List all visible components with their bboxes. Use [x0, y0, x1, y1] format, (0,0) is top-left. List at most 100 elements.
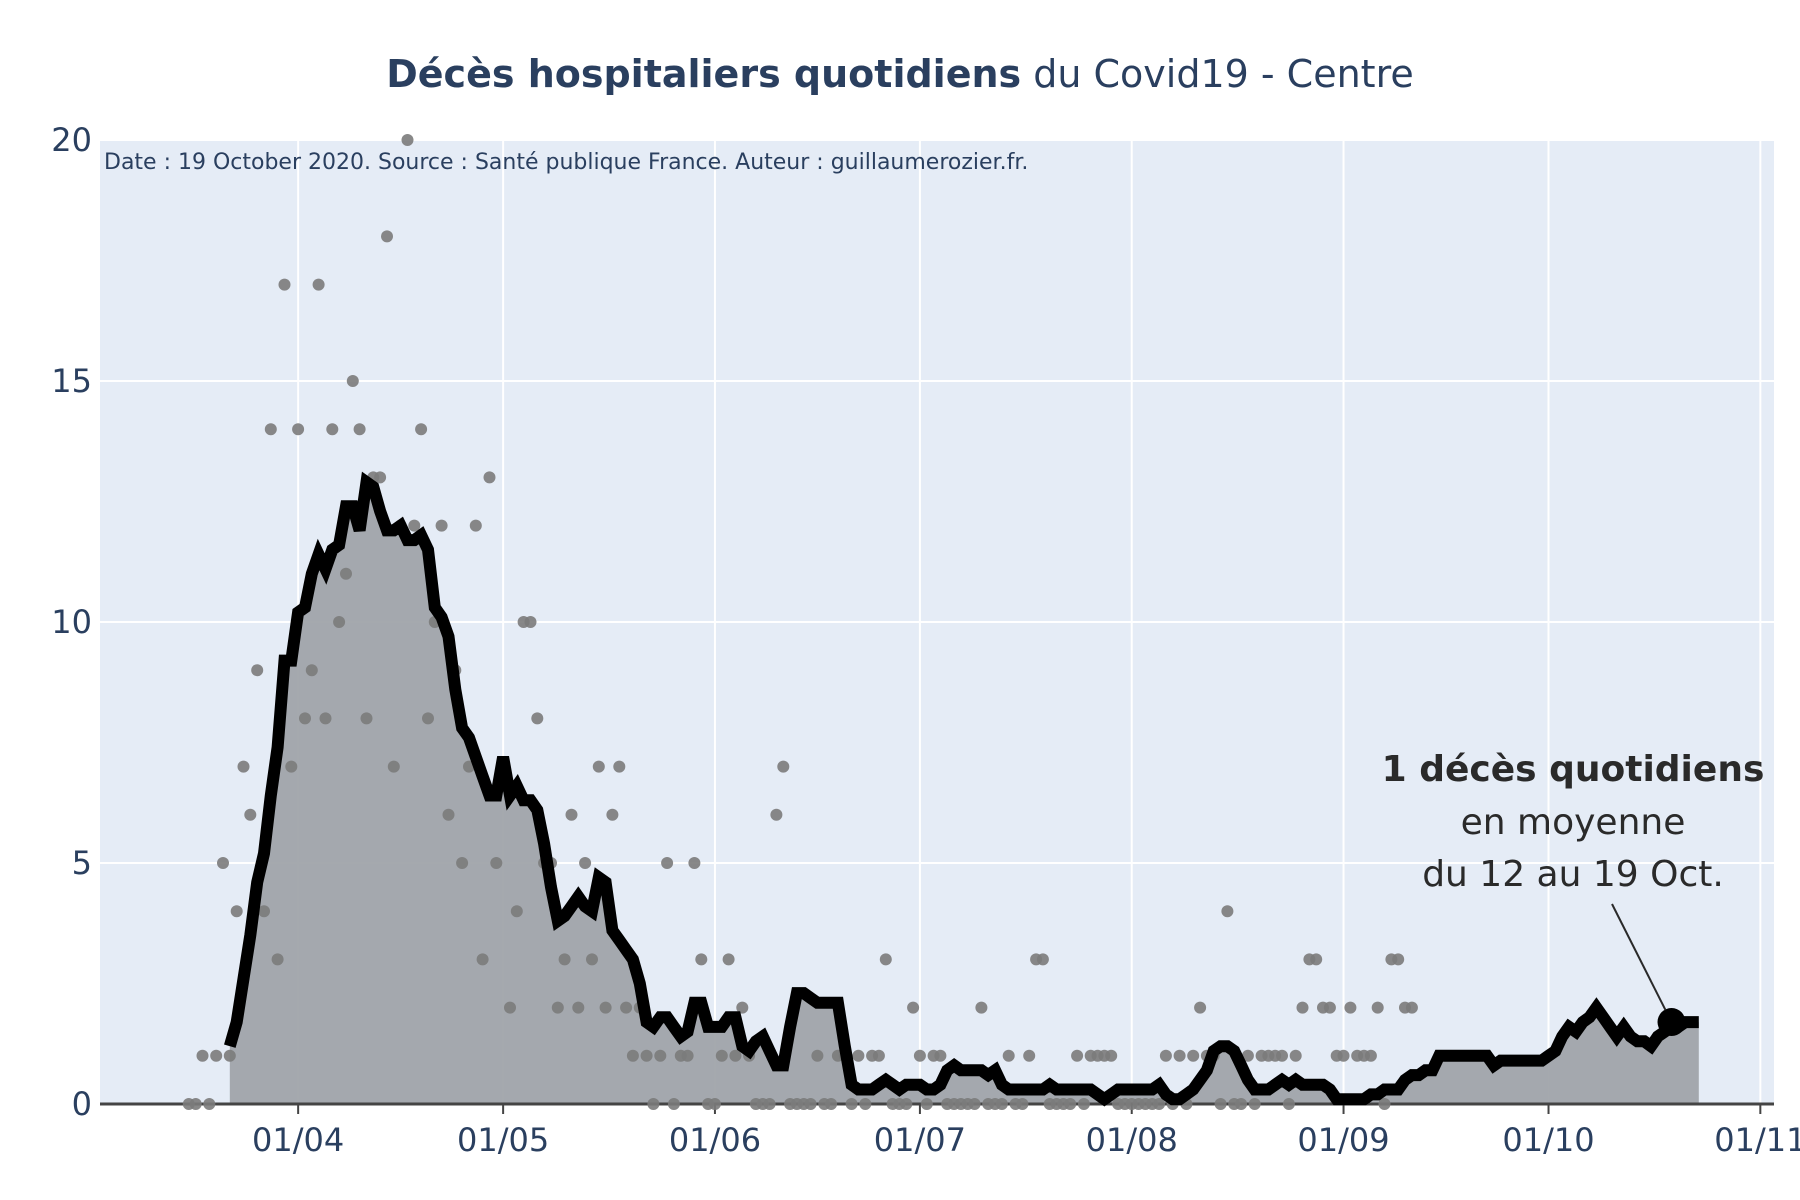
daily-point: [408, 519, 421, 532]
daily-point: [1071, 1049, 1084, 1062]
daily-point: [196, 1049, 209, 1062]
daily-point: [1392, 953, 1405, 966]
daily-point: [1105, 1049, 1118, 1062]
daily-point: [299, 712, 311, 725]
daily-point: [258, 905, 270, 918]
daily-point: [483, 471, 496, 484]
daily-point: [435, 519, 448, 532]
daily-point: [872, 1049, 885, 1062]
daily-point: [1248, 1098, 1261, 1110]
daily-point: [586, 953, 598, 966]
y-tick-label: 10: [51, 603, 92, 641]
daily-point: [524, 616, 537, 628]
daily-point: [1296, 1001, 1309, 1014]
daily-point: [1282, 1098, 1295, 1110]
x-tick-label: 01/09: [1297, 1121, 1389, 1159]
daily-point: [879, 953, 892, 966]
daily-point: [1064, 1098, 1077, 1110]
daily-point: [333, 616, 346, 628]
daily-point: [237, 760, 250, 773]
daily-point: [975, 1001, 988, 1014]
daily-point: [736, 1001, 749, 1014]
daily-point: [285, 760, 298, 773]
annotation: 1 décès quotidiens en moyenne du 12 au 1…: [1382, 749, 1765, 895]
daily-point: [340, 567, 352, 580]
daily-point: [681, 1049, 694, 1062]
daily-point: [1289, 1049, 1302, 1062]
daily-point: [504, 1001, 516, 1014]
daily-point: [722, 953, 735, 966]
daily-point: [442, 808, 455, 821]
chart-title-rest: du Covid19 - Centre: [1021, 52, 1414, 96]
daily-point: [859, 1098, 872, 1110]
daily-point: [360, 712, 373, 725]
y-tick-label: 20: [51, 121, 92, 159]
daily-point: [271, 953, 284, 966]
daily-point: [579, 857, 592, 869]
x-tick-label: 01/11: [1714, 1121, 1800, 1159]
daily-point: [531, 712, 544, 725]
daily-point: [1337, 1049, 1350, 1062]
daily-point: [1405, 1001, 1418, 1014]
daily-point: [387, 760, 400, 773]
daily-point: [647, 1098, 660, 1110]
y-tick-label: 15: [51, 362, 92, 400]
daily-point: [1310, 953, 1323, 966]
daily-point: [1023, 1049, 1036, 1062]
daily-point: [572, 1001, 585, 1014]
daily-point: [654, 1049, 667, 1062]
daily-point: [845, 1098, 858, 1110]
daily-point: [620, 1001, 633, 1014]
chart-title-bold: Décès hospitaliers quotidiens: [386, 52, 1021, 96]
annotation-arrow: [1611, 903, 1667, 1011]
chart-title: Décès hospitaliers quotidiens du Covid19…: [386, 52, 1414, 96]
daily-point: [592, 760, 605, 773]
annotation-line-3: du 12 au 19 Oct.: [1422, 854, 1724, 895]
daily-point: [852, 1049, 865, 1062]
daily-point: [319, 712, 332, 725]
daily-point: [558, 953, 571, 966]
daily-point: [1187, 1049, 1200, 1062]
daily-point: [401, 134, 414, 146]
annotation-line-2: en moyenne: [1461, 802, 1686, 843]
daily-point: [920, 1098, 933, 1110]
daily-point: [456, 857, 469, 869]
daily-point: [1194, 1001, 1207, 1014]
x-tick-label: 01/04: [252, 1121, 344, 1159]
daily-point: [907, 1001, 920, 1014]
daily-point: [244, 808, 257, 821]
daily-point: [1173, 1049, 1186, 1062]
daily-point: [1036, 953, 1049, 966]
daily-point: [729, 1049, 742, 1062]
daily-point: [189, 1098, 202, 1110]
rolling-mean-line: [224, 471, 1699, 1107]
daily-point: [995, 1098, 1008, 1110]
daily-point: [565, 808, 578, 821]
daily-point: [292, 423, 305, 436]
daily-point: [811, 1049, 824, 1062]
y-tick-label: 0: [72, 1085, 92, 1123]
x-tick-label: 01/05: [457, 1121, 549, 1159]
daily-point: [551, 1001, 564, 1014]
daily-point: [770, 808, 783, 821]
daily-point: [230, 905, 243, 918]
daily-point: [278, 278, 291, 291]
x-tick-label: 01/06: [669, 1121, 761, 1159]
daily-point: [763, 1098, 776, 1110]
daily-point: [374, 471, 387, 484]
daily-point: [667, 1098, 680, 1110]
daily-point: [203, 1098, 216, 1110]
daily-point: [606, 808, 619, 821]
daily-point: [326, 423, 339, 436]
daily-point: [1077, 1098, 1090, 1110]
daily-point: [346, 375, 359, 387]
daily-point: [469, 519, 482, 532]
daily-point: [1002, 1049, 1015, 1062]
source-note: Date : 19 October 2020. Source : Santé p…: [104, 150, 1028, 175]
daily-point: [695, 953, 708, 966]
daily-point: [900, 1098, 913, 1110]
daily-point: [217, 857, 229, 869]
daily-point: [913, 1049, 926, 1062]
daily-point: [599, 1001, 612, 1014]
